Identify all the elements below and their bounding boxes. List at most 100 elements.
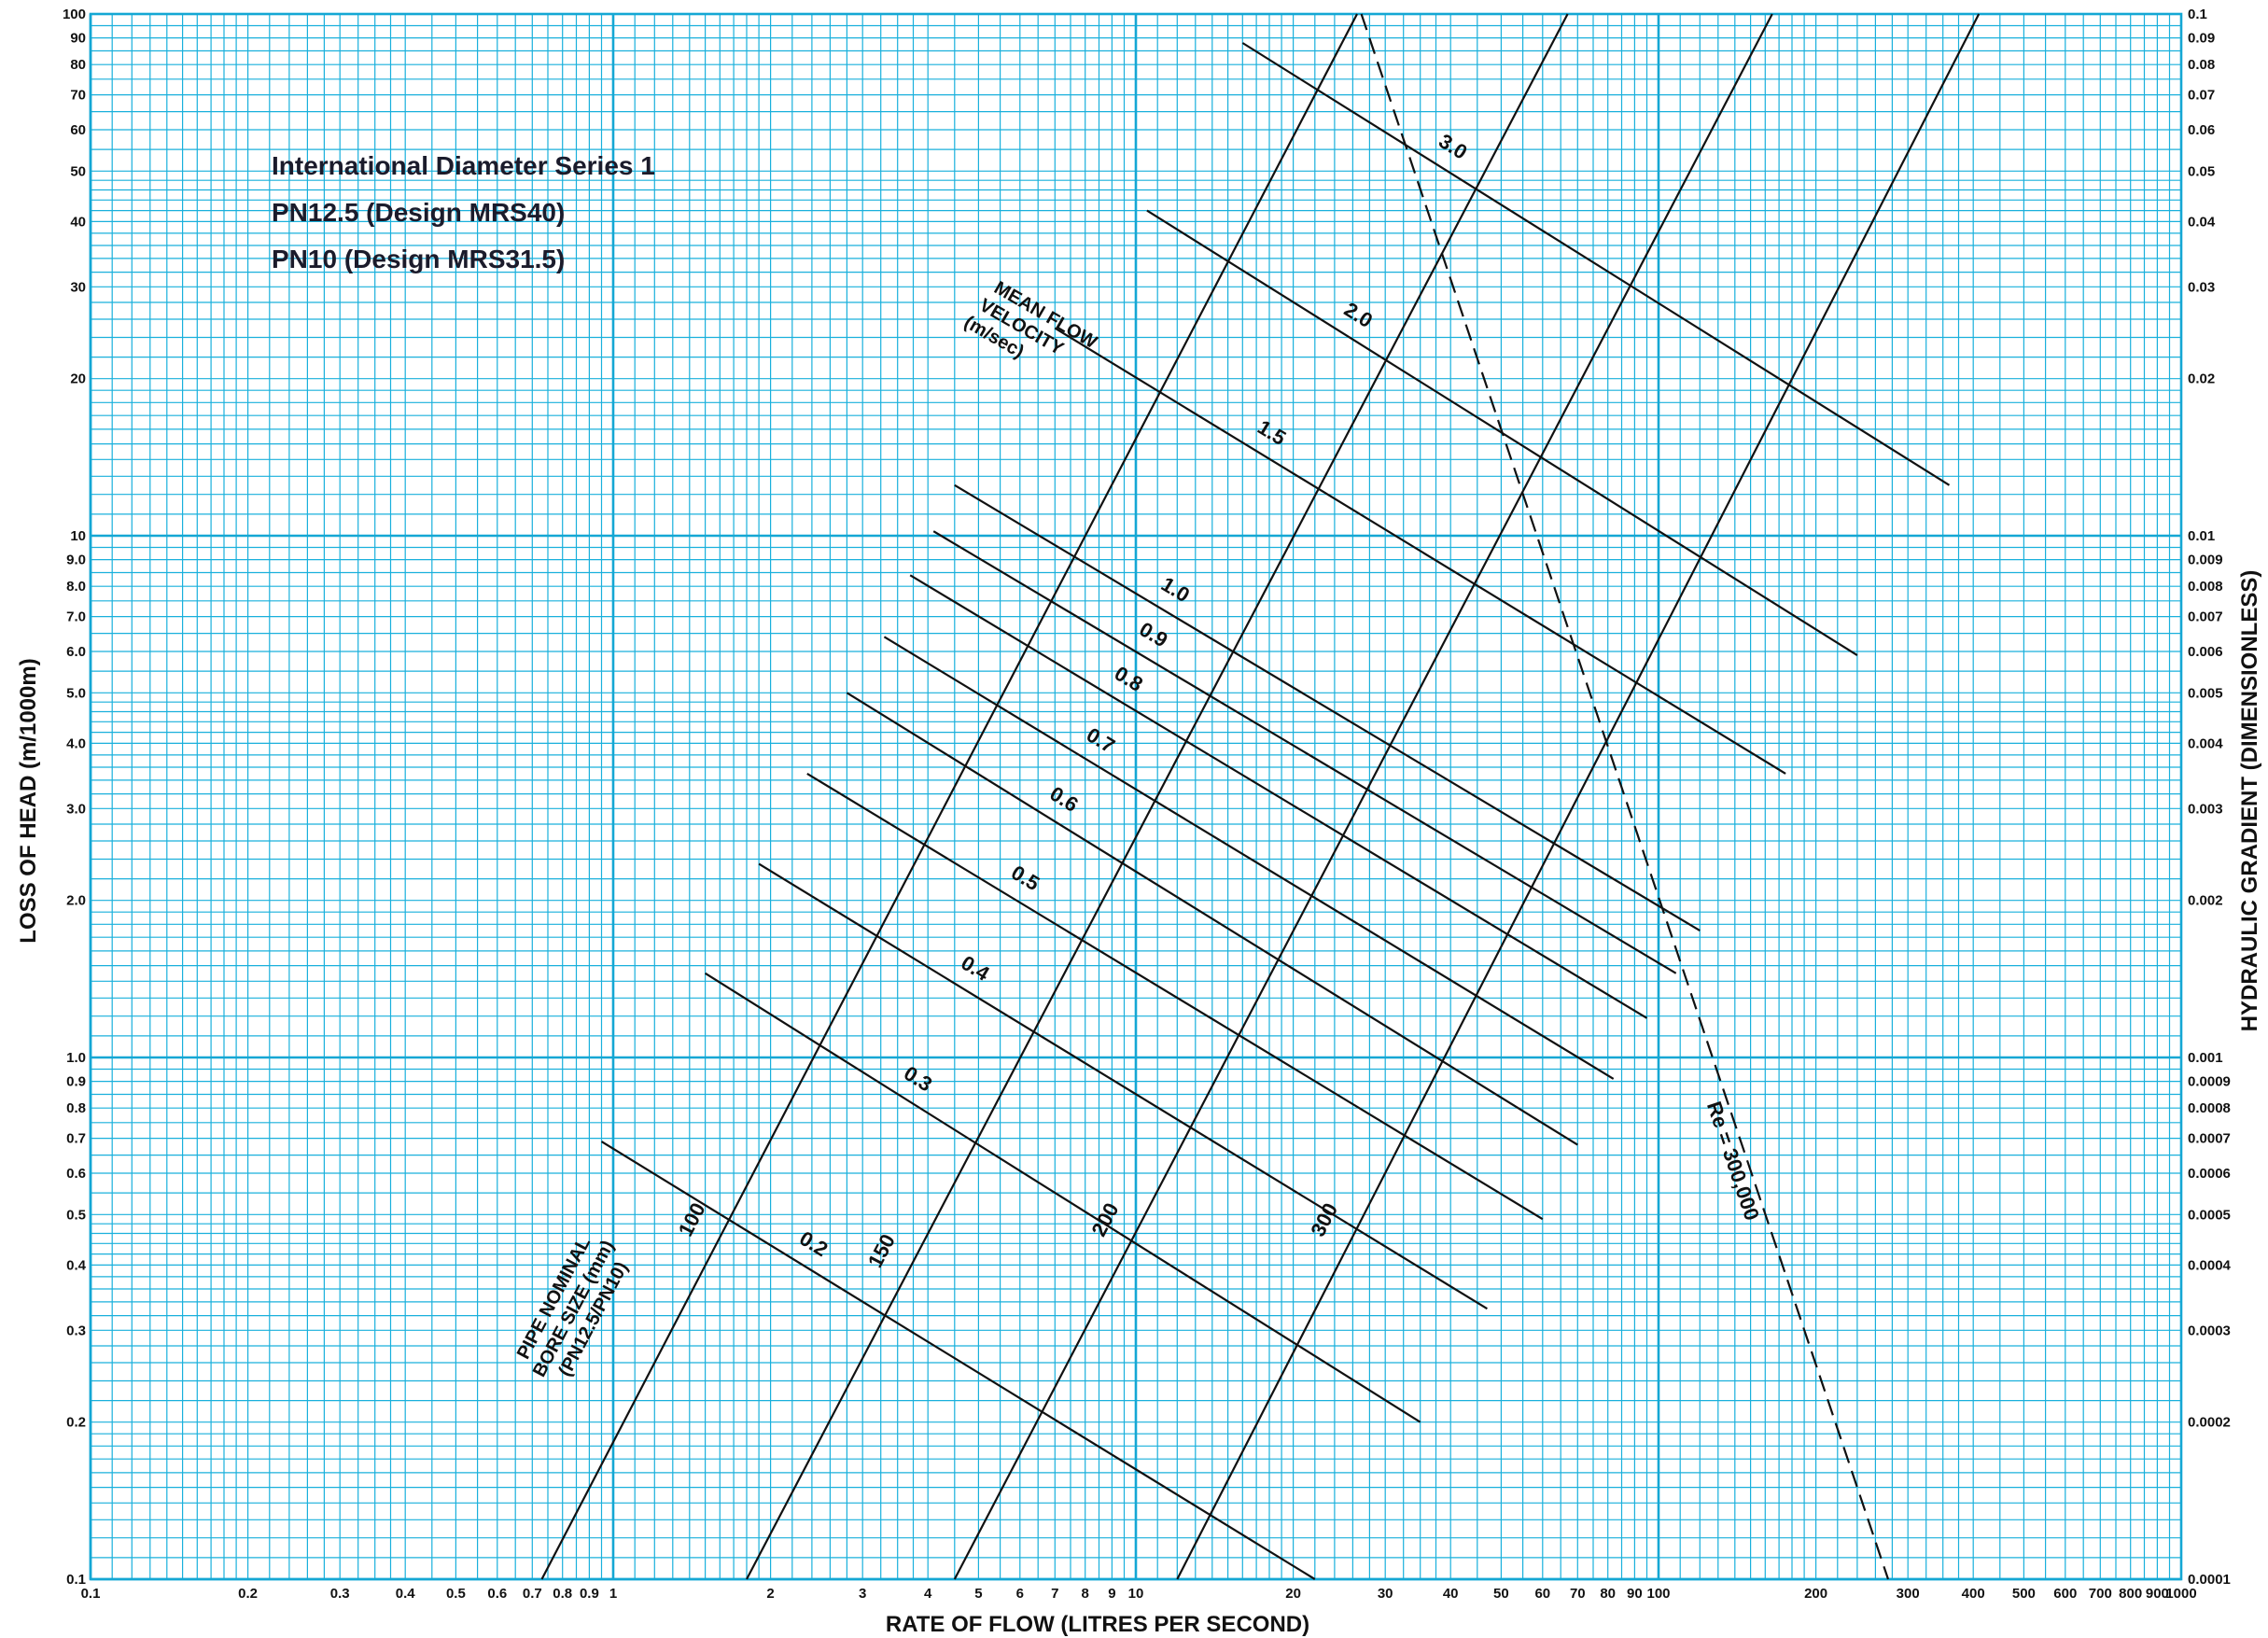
chart-title-line-2: PN12.5 (Design MRS40) — [272, 198, 565, 227]
y-tick-label: 60 — [70, 122, 86, 138]
x-tick-label: 40 — [1443, 1586, 1459, 1602]
x-tick-label: 0.6 — [487, 1586, 507, 1602]
y2-tick-label: 0.001 — [2188, 1050, 2223, 1066]
y2-tick-label: 0.007 — [2188, 609, 2223, 625]
velocity-label-0-3: 0.3 — [900, 1061, 936, 1096]
x-tick-label: 200 — [1804, 1586, 1827, 1602]
y-tick-label: 40 — [70, 214, 86, 230]
y2-tick-label: 0.0002 — [2188, 1415, 2231, 1431]
x-tick-label: 7 — [1051, 1586, 1058, 1602]
x-tick-label: 6 — [1016, 1586, 1024, 1602]
y2-tick-label: 0.0006 — [2188, 1166, 2231, 1182]
y2-tick-label: 0.006 — [2188, 644, 2223, 660]
velocity-line-0-5 — [806, 772, 1544, 1221]
y-tick-label: 0.9 — [66, 1074, 86, 1090]
x-tick-label: 3 — [859, 1586, 866, 1602]
diameter-group-label: PIPE NOMINAL BORE SIZE (mm) (PN12.5/PN10… — [513, 1234, 633, 1380]
y-tick-label: 80 — [70, 57, 86, 73]
x-tick-label: 0.3 — [330, 1586, 350, 1602]
y2-tick-label: 0.003 — [2188, 801, 2223, 817]
y-tick-label: 30 — [70, 279, 86, 295]
y2-tick-label: 0.02 — [2188, 371, 2215, 387]
velocity-label-1-0: 1.0 — [1157, 572, 1194, 607]
x-tick-label: 90 — [1627, 1586, 1643, 1602]
plot-frame — [89, 12, 2183, 1581]
x-axis-title: RATE OF FLOW (LITRES PER SECOND) — [886, 1612, 1309, 1637]
x-tick-label: 5 — [974, 1586, 982, 1602]
y-tick-label: 100 — [63, 7, 86, 22]
x-tick-label: 4 — [924, 1586, 932, 1602]
y-tick-label: 4.0 — [66, 735, 86, 751]
y2-axis-title: HYDRAULIC GRADIENT (DIMENSIONLESS) — [2237, 570, 2262, 1032]
y2-tick-label: 0.09 — [2188, 31, 2215, 47]
y-tick-label: 5.0 — [66, 685, 86, 701]
y2-tick-label: 0.03 — [2188, 279, 2215, 295]
velocity-label-0-4: 0.4 — [957, 951, 994, 987]
velocity-line-1-0 — [954, 483, 1701, 932]
y-tick-label: 0.1 — [66, 1572, 86, 1588]
y2-tick-label: 0.009 — [2188, 553, 2223, 568]
chart-title-line-1: International Diameter Series 1 — [272, 151, 655, 180]
velocity-label-0-8: 0.8 — [1111, 662, 1147, 696]
x-tick-label: 600 — [2053, 1586, 2077, 1602]
x-tick-label: 700 — [2089, 1586, 2112, 1602]
y-tick-label: 1.0 — [66, 1050, 86, 1066]
y-tick-label: 0.2 — [66, 1415, 86, 1431]
y2-tick-label: 0.05 — [2188, 163, 2215, 179]
y-tick-label: 8.0 — [66, 579, 86, 595]
x-tick-label: 500 — [2012, 1586, 2036, 1602]
x-tick-label: 50 — [1493, 1586, 1509, 1602]
x-tick-label: 0.7 — [523, 1586, 542, 1602]
y2-tick-label: 0.01 — [2188, 528, 2215, 544]
x-tick-label: 0.2 — [238, 1586, 258, 1602]
y2-tick-label: 0.0009 — [2188, 1074, 2231, 1090]
x-tick-label: 2 — [766, 1586, 774, 1602]
velocity-group-label: MEAN FLOW VELOCITY (m/sec) — [960, 277, 1100, 362]
x-tick-label: 9 — [1108, 1586, 1115, 1602]
y-tick-label: 2.0 — [66, 893, 86, 909]
x-tick-label: 10 — [1128, 1586, 1144, 1602]
velocity-line-0-4 — [758, 862, 1488, 1310]
x-tick-label: 0.9 — [580, 1586, 599, 1602]
x-tick-label: 400 — [1962, 1586, 1985, 1602]
y-tick-label: 0.5 — [66, 1207, 86, 1223]
y-tick-label: 10 — [70, 528, 86, 544]
velocity-label-0-6: 0.6 — [1045, 782, 1082, 817]
y2-tick-label: 0.008 — [2188, 579, 2223, 595]
y-tick-label: 20 — [70, 371, 86, 387]
chart-title-line-3: PN10 (Design MRS31.5) — [272, 245, 565, 273]
y2-tick-label: 0.0004 — [2188, 1257, 2232, 1273]
y2-tick-label: 0.002 — [2188, 893, 2223, 909]
y2-tick-label: 0.004 — [2188, 735, 2223, 751]
x-tick-label: 80 — [1600, 1586, 1616, 1602]
x-tick-label: 800 — [2119, 1586, 2142, 1602]
velocity-line-0-3 — [705, 972, 1421, 1423]
diameter-line-100 — [540, 13, 1358, 1580]
velocity-line-3-0 — [1241, 42, 1951, 486]
x-tick-label: 300 — [1897, 1586, 1920, 1602]
y2-tick-label: 0.005 — [2188, 685, 2223, 701]
y2-tick-label: 0.0007 — [2188, 1131, 2231, 1147]
y2-tick-label: 0.0005 — [2188, 1207, 2231, 1223]
curves — [540, 13, 1981, 1580]
velocity-line-0-7 — [883, 636, 1615, 1080]
x-tick-label: 900 — [2146, 1586, 2169, 1602]
y-tick-label: 0.8 — [66, 1100, 86, 1116]
axis-ticks: 0.1 0.2 0.3 0.4 0.5 0.6 0.7 0.8 0.9 1 2 3 4 5 6 7 8 9 10 20… — [63, 7, 2232, 1602]
velocity-label-3-0: 3.0 — [1435, 129, 1471, 163]
x-tick-label: 0.5 — [446, 1586, 466, 1602]
velocity-line-0-9 — [932, 530, 1677, 974]
y-axis-title: LOSS OF HEAD (m/1000m) — [16, 658, 41, 943]
diameter-label-300: 300 — [1306, 1199, 1342, 1240]
x-tick-label: 70 — [1570, 1586, 1586, 1602]
velocity-label-0-9: 0.9 — [1135, 617, 1171, 651]
velocity-line-0-2 — [600, 1141, 1316, 1580]
velocity-line-0-8 — [909, 574, 1648, 1019]
x-tick-label: 0.8 — [553, 1586, 572, 1602]
velocity-label-0-2: 0.2 — [795, 1226, 832, 1261]
y-tick-label: 0.3 — [66, 1323, 86, 1338]
y-tick-label: 7.0 — [66, 609, 86, 625]
x-tick-label: 0.4 — [396, 1586, 416, 1602]
y-tick-label: 9.0 — [66, 553, 86, 568]
